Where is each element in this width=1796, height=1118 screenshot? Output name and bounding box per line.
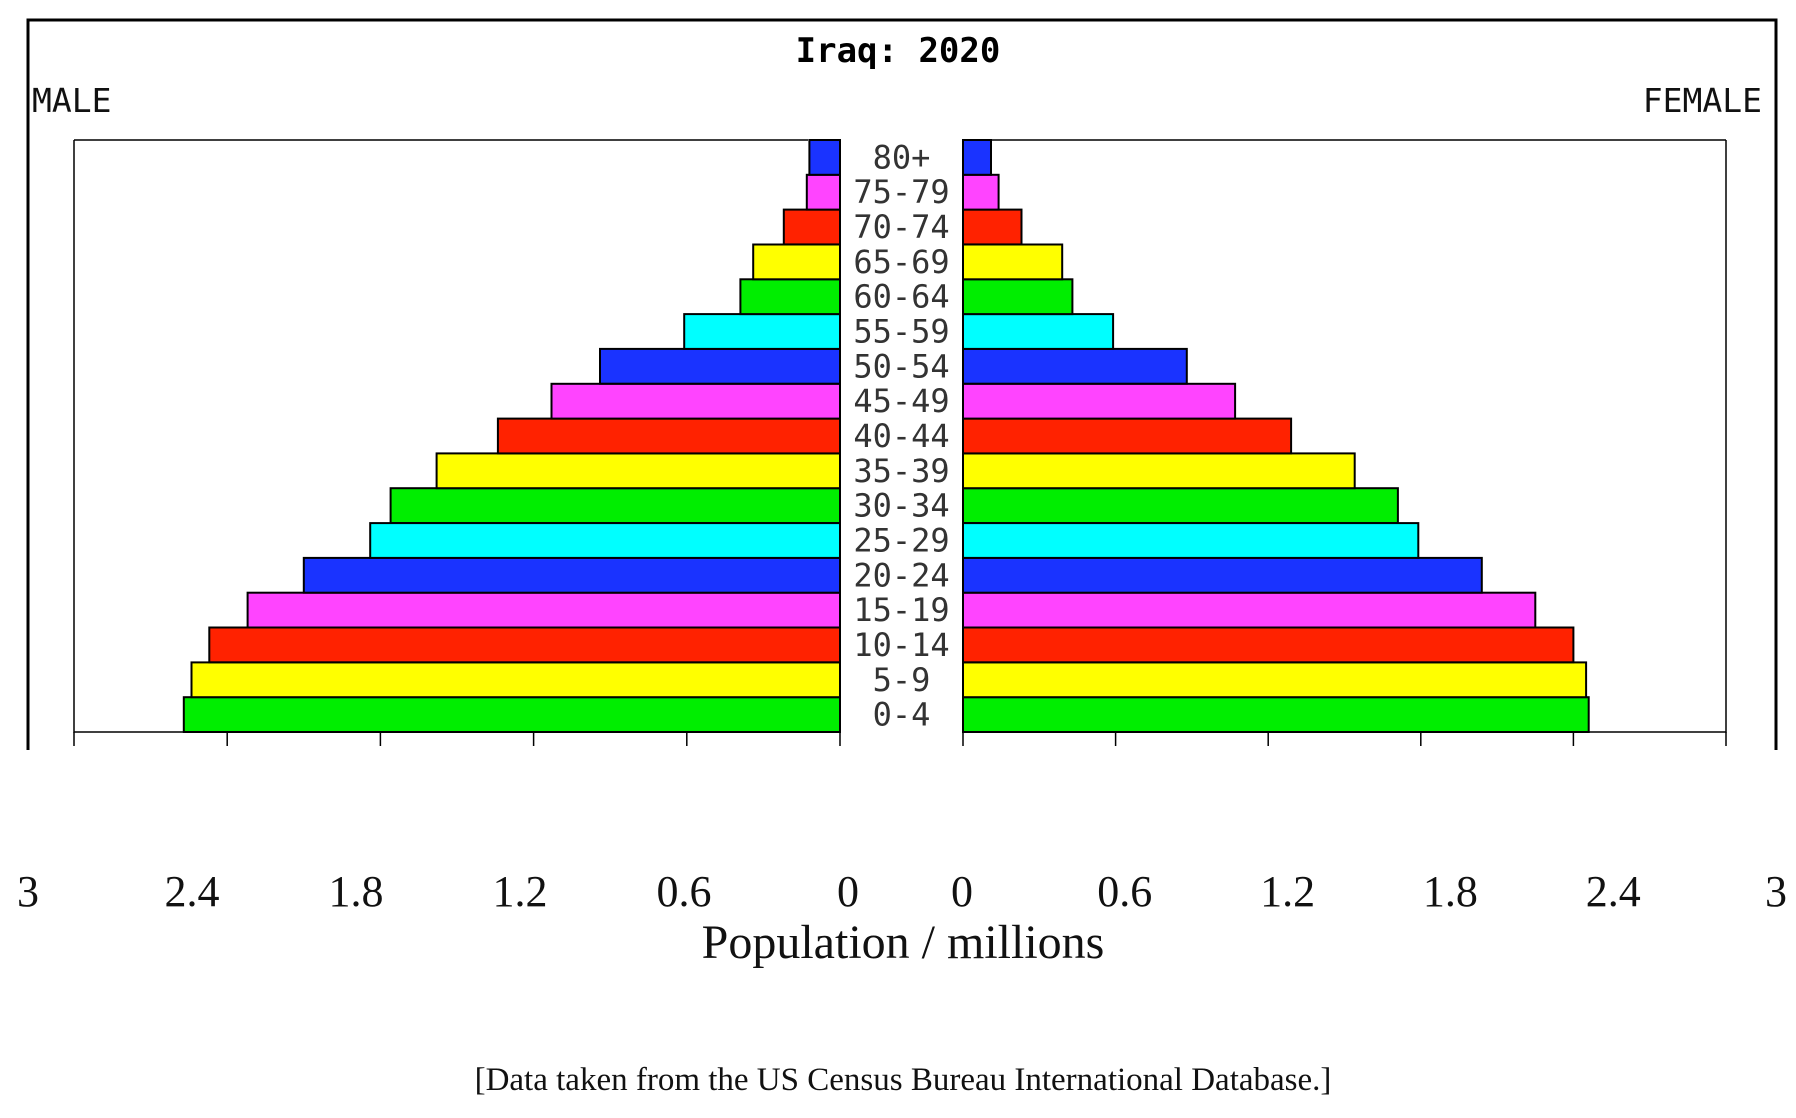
age-label-50-54: 50-54 (853, 347, 949, 385)
age-label-30-34: 30-34 (853, 487, 949, 525)
source-note: [Data taken from the US Census Bureau In… (475, 1062, 1332, 1098)
male-bar-70-74 (782, 208, 841, 246)
female-bar-75-79 (962, 173, 1000, 211)
female-tick-label-0: 0 (951, 867, 973, 916)
male-bar-55-59 (683, 313, 842, 350)
age-label-5-9: 5-9 (873, 661, 931, 699)
age-group-labels: 0-45-910-1415-1920-2425-2930-3435-3940-4… (853, 138, 949, 733)
male-label: MALE (32, 81, 111, 120)
female-label: FEMALE (1643, 81, 1762, 120)
male-bar-60-64 (739, 278, 842, 316)
male-bar-10-14 (208, 626, 842, 664)
male-tick-label-0: 0 (837, 867, 859, 916)
male-bar-15-19 (246, 591, 842, 629)
female-bar-45-49 (962, 382, 1237, 420)
age-label-40-44: 40-44 (853, 417, 949, 455)
age-label-0-4: 0-4 (873, 696, 931, 734)
axis-ticks (73, 732, 1727, 746)
age-label-75-79: 75-79 (853, 173, 949, 211)
female-bar-5-9 (962, 661, 1588, 699)
female-tick-label-1.8: 1.8 (1423, 867, 1478, 916)
male-bar-30-34 (389, 487, 841, 525)
age-label-80+: 80+ (873, 138, 931, 176)
female-bar-15-19 (962, 591, 1537, 629)
female-bar-70-74 (962, 208, 1023, 246)
male-bar-50-54 (599, 347, 841, 385)
age-label-45-49: 45-49 (853, 382, 949, 420)
male-tick-label-3: 3 (17, 867, 39, 916)
age-label-15-19: 15-19 (853, 591, 949, 629)
x-axis-label: Population / millions (702, 916, 1105, 969)
female-bar-65-69 (962, 243, 1064, 281)
female-bar-0-4 (962, 696, 1590, 734)
male-bars (182, 139, 842, 734)
male-tick-label-1.8: 1.8 (329, 867, 384, 916)
female-tick-label-2.4: 2.4 (1586, 867, 1641, 916)
female-bar-35-39 (962, 452, 1356, 490)
age-label-70-74: 70-74 (853, 208, 949, 246)
female-bar-30-34 (962, 487, 1399, 525)
female-bar-10-14 (962, 626, 1575, 664)
male-bar-80+ (808, 139, 842, 176)
age-label-20-24: 20-24 (853, 556, 949, 594)
female-tick-label-1.2: 1.2 (1260, 867, 1315, 916)
female-tick-label-0.6: 0.6 (1097, 867, 1152, 916)
age-label-65-69: 65-69 (853, 243, 949, 281)
age-label-10-14: 10-14 (853, 626, 949, 664)
female-bar-25-29 (962, 522, 1420, 559)
age-label-25-29: 25-29 (853, 522, 949, 560)
outer-frame (26, 18, 1778, 750)
male-bar-65-69 (752, 243, 842, 281)
age-label-60-64: 60-64 (853, 278, 949, 316)
male-bar-45-49 (550, 382, 841, 420)
male-tick-label-1.2: 1.2 (493, 867, 548, 916)
male-tick-label-2.4: 2.4 (165, 867, 220, 916)
female-bar-40-44 (962, 417, 1293, 455)
chart-title: Iraq: 2020 (796, 31, 1001, 71)
male-bar-75-79 (805, 173, 841, 211)
male-bar-0-4 (182, 696, 842, 734)
male-tick-label-0.6: 0.6 (657, 867, 712, 916)
age-label-55-59: 55-59 (853, 313, 949, 351)
female-bars (962, 139, 1590, 734)
male-bar-20-24 (302, 556, 841, 594)
female-bar-80+ (962, 139, 992, 176)
female-bar-50-54 (962, 347, 1188, 385)
female-tick-label-3: 3 (1765, 867, 1787, 916)
male-bar-40-44 (496, 417, 841, 455)
male-bar-35-39 (435, 452, 841, 490)
age-label-35-39: 35-39 (853, 452, 949, 490)
axis-tick-labels: 3 2.4 1.8 1.2 0.6 0 0 0.6 1.2 1.8 2.4 3 (17, 867, 1787, 916)
male-bar-5-9 (190, 661, 841, 699)
male-bar-25-29 (369, 522, 841, 559)
female-bar-20-24 (962, 556, 1483, 594)
female-bar-55-59 (962, 313, 1115, 350)
female-bar-60-64 (962, 278, 1074, 316)
